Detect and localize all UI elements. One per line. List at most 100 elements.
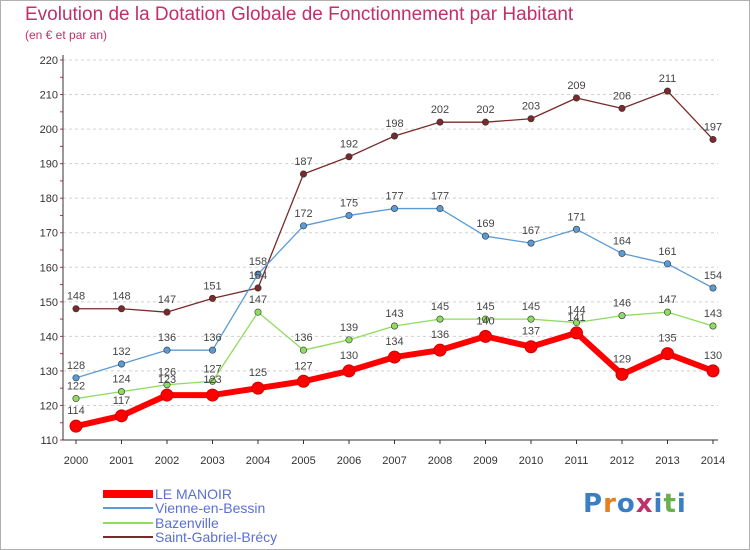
series-point-0	[115, 409, 128, 423]
data-label: 154	[704, 270, 722, 282]
data-label: 137	[522, 326, 540, 338]
x-tick-label: 2009	[473, 455, 497, 467]
x-tick-label: 2002	[155, 455, 179, 467]
data-label: 169	[476, 218, 494, 230]
series-point-0	[251, 381, 265, 395]
series-point-3	[72, 305, 80, 313]
data-label: 209	[567, 80, 585, 92]
series-point-3	[299, 170, 307, 178]
data-label: 171	[567, 211, 585, 223]
data-label: 135	[658, 333, 676, 345]
data-label: 140	[476, 315, 494, 327]
data-label: 164	[613, 235, 631, 247]
series-point-2	[663, 308, 671, 316]
series-point-3	[618, 104, 626, 112]
proxiti-logo: Proxiti	[583, 489, 687, 519]
data-label: 134	[385, 336, 403, 348]
legend-swatch-vienne-en-bessin	[103, 507, 153, 509]
legend-label-le-manoir: LE MANOIR	[155, 486, 233, 502]
data-label: 151	[203, 280, 221, 292]
data-label: 147	[158, 294, 176, 306]
legend-item-vienne-en-bessin: Vienne-en-Bessin	[103, 500, 265, 516]
series-point-1	[163, 346, 171, 354]
x-tick-label: 2003	[200, 455, 224, 467]
series-point-2	[72, 395, 80, 403]
data-label: 136	[294, 332, 312, 344]
data-label: 172	[294, 208, 312, 220]
series-point-2	[709, 322, 717, 330]
data-label: 139	[340, 322, 358, 334]
series-point-2	[163, 381, 171, 389]
series-point-3	[163, 308, 171, 316]
x-tick-label: 2013	[655, 455, 679, 467]
legend-label-vienne-en-bessin: Vienne-en-Bessin	[155, 500, 266, 516]
x-tick-label: 2005	[291, 455, 315, 467]
x-tick-label: 2007	[382, 455, 406, 467]
data-label: 129	[613, 353, 631, 365]
y-tick-label: 140	[40, 331, 58, 343]
data-label: 154	[249, 270, 267, 282]
series-point-0	[615, 367, 629, 381]
data-label: 145	[431, 301, 449, 313]
series-point-0	[524, 340, 538, 354]
data-label: 114	[67, 405, 85, 417]
data-label: 167	[522, 225, 540, 237]
data-label: 192	[340, 139, 358, 151]
series-point-1	[709, 284, 717, 292]
series-point-1	[72, 374, 80, 382]
series-point-0	[433, 343, 447, 357]
data-label: 187	[294, 156, 312, 168]
legend-label-bazenville: Bazenville	[155, 515, 219, 531]
series-point-3	[345, 153, 353, 161]
y-tick-label: 210	[40, 90, 58, 102]
data-label: 117	[113, 395, 131, 407]
logo-letter: o	[616, 489, 636, 519]
legend-label-saint-gabriel-brecy: Saint-Gabriel-Brécy	[155, 529, 278, 545]
legend-swatch-le-manoir	[103, 490, 153, 498]
data-label: 126	[158, 367, 176, 379]
x-tick-label: 2006	[337, 455, 361, 467]
y-tick-label: 150	[40, 297, 58, 309]
series-point-1	[481, 232, 489, 240]
series-point-0	[388, 350, 401, 364]
series-point-2	[254, 308, 262, 316]
data-label: 136	[431, 329, 449, 341]
series-point-3	[254, 284, 262, 292]
series-point-3	[709, 135, 717, 143]
series-point-2	[436, 315, 444, 323]
series-point-2	[481, 315, 489, 323]
series-point-2	[345, 336, 353, 344]
data-label: 146	[613, 298, 631, 310]
data-label: 148	[67, 291, 85, 303]
series-point-1	[618, 249, 626, 257]
logo-letter: P	[583, 489, 604, 519]
x-tick-label: 2008	[428, 455, 452, 467]
legend-swatch-bazenville	[103, 522, 153, 524]
data-label: 147	[658, 294, 676, 306]
data-label: 198	[385, 118, 403, 130]
data-label: 145	[476, 301, 494, 313]
data-label: 147	[249, 294, 267, 306]
series-point-1	[390, 205, 398, 213]
series-point-0	[69, 419, 83, 433]
series-point-3	[436, 118, 444, 126]
data-label: 136	[158, 332, 176, 344]
data-label: 127	[203, 363, 221, 375]
series-point-0	[661, 347, 674, 361]
series-point-0	[206, 388, 219, 402]
data-label: 127	[294, 360, 312, 372]
data-label: 211	[659, 73, 677, 85]
data-label: 143	[385, 308, 403, 320]
data-label: 132	[112, 346, 130, 358]
y-tick-label: 120	[40, 400, 58, 412]
axes-layer: 110 120 130 140 150 160 170 180 190 200 210 220 2000…	[40, 55, 725, 467]
x-tick-label: 2014	[701, 455, 725, 467]
legend-item-bazenville: Bazenville	[103, 515, 219, 531]
data-label: 148	[112, 291, 130, 303]
data-label: 161	[658, 246, 676, 258]
data-label: 143	[704, 308, 722, 320]
series-point-1	[663, 260, 671, 268]
data-label: 130	[340, 350, 358, 362]
legend-item-saint-gabriel-brecy: Saint-Gabriel-Brécy	[103, 529, 277, 545]
chart-title: Evolution de la Dotation Globale de Fonc…	[25, 4, 574, 25]
